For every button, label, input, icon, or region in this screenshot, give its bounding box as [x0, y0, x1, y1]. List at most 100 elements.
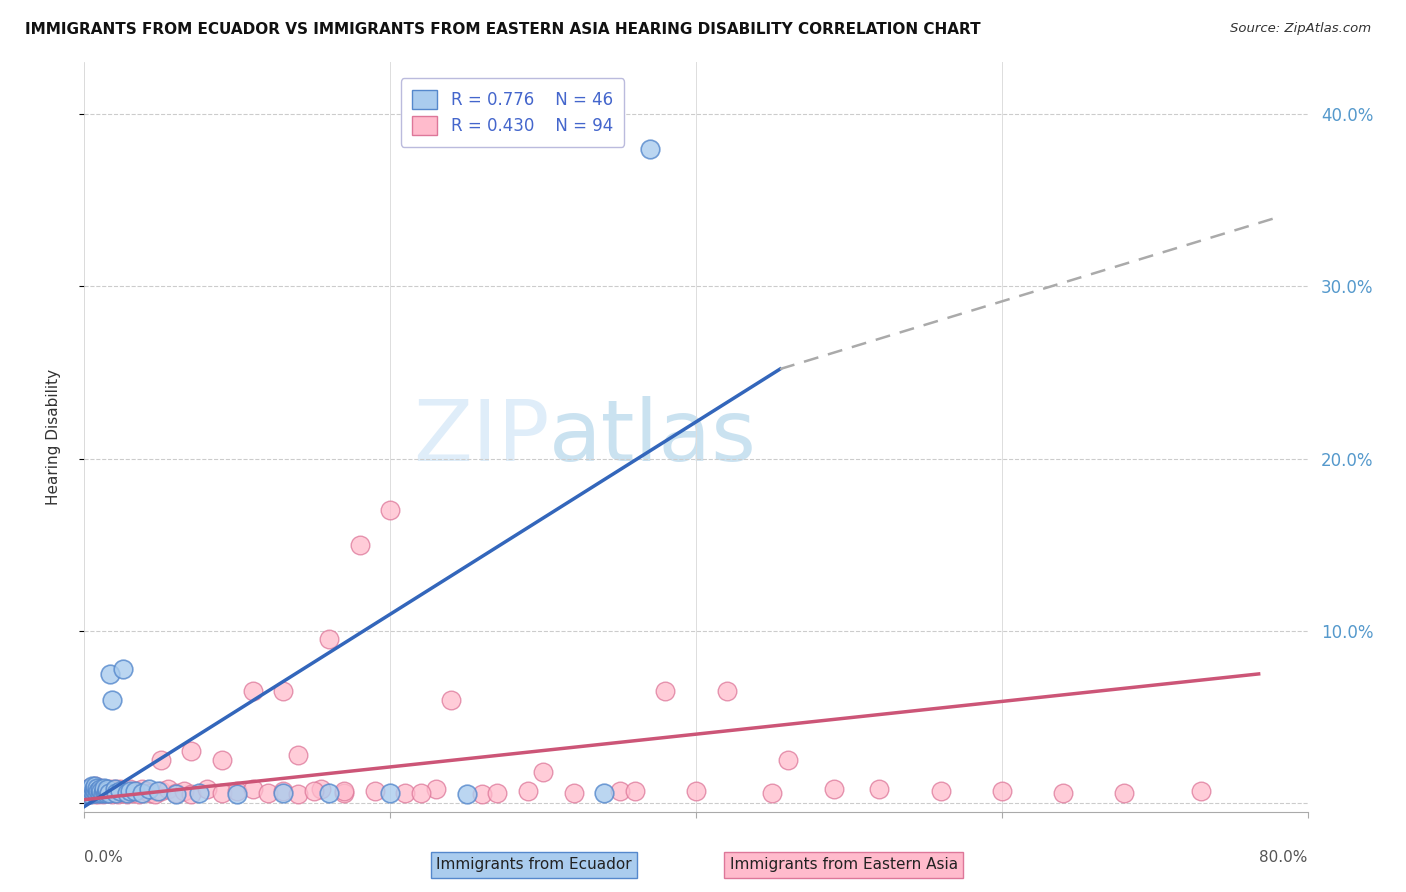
Point	[409, 786, 432, 800]
Point	[165, 788, 187, 802]
Point	[97, 786, 120, 800]
Point	[128, 788, 150, 802]
Point	[79, 788, 101, 802]
Point	[333, 786, 356, 800]
Point	[226, 788, 249, 802]
Point	[98, 782, 121, 797]
Point	[364, 784, 387, 798]
Point	[115, 786, 138, 800]
Point	[149, 753, 172, 767]
Point	[124, 784, 146, 798]
Point	[84, 779, 107, 793]
Point	[90, 784, 112, 798]
Point	[77, 782, 100, 797]
Point	[86, 786, 108, 800]
Point	[180, 744, 202, 758]
Point	[83, 786, 105, 800]
Point	[94, 786, 117, 800]
Point	[84, 784, 107, 798]
Point	[93, 782, 115, 797]
Point	[135, 784, 157, 798]
Point	[1114, 786, 1136, 800]
Point	[1052, 786, 1074, 800]
Point	[108, 784, 131, 798]
Point	[107, 788, 129, 802]
Point	[188, 786, 211, 800]
Point	[257, 786, 280, 800]
Y-axis label: Hearing Disability: Hearing Disability	[46, 369, 60, 505]
Text: 80.0%: 80.0%	[1260, 849, 1308, 864]
Point	[93, 780, 115, 795]
Point	[86, 780, 108, 795]
Point	[80, 779, 103, 793]
Point	[80, 784, 103, 798]
Point	[131, 782, 153, 797]
Point	[456, 788, 478, 802]
Point	[287, 747, 309, 762]
Point	[76, 782, 98, 797]
Point	[122, 786, 145, 800]
Point	[138, 782, 160, 797]
Point	[91, 786, 114, 800]
Point	[98, 667, 121, 681]
Point	[869, 782, 891, 797]
Point	[638, 142, 661, 156]
Text: Immigrants from Eastern Asia: Immigrants from Eastern Asia	[730, 857, 957, 872]
Point	[318, 786, 340, 800]
Point	[75, 786, 97, 800]
Point	[624, 784, 647, 798]
Point	[77, 780, 100, 795]
Point	[173, 784, 195, 798]
Point	[593, 786, 616, 800]
Point	[79, 788, 101, 802]
Point	[96, 784, 118, 798]
Point	[103, 784, 125, 798]
Point	[471, 788, 494, 802]
Text: 0.0%: 0.0%	[84, 849, 124, 864]
Point	[80, 784, 103, 798]
Point	[380, 503, 402, 517]
Point	[685, 784, 707, 798]
Point	[89, 786, 111, 800]
Point	[211, 753, 233, 767]
Point	[111, 786, 134, 800]
Point	[93, 784, 115, 798]
Point	[77, 786, 100, 800]
Point	[79, 782, 101, 797]
Point	[83, 782, 105, 797]
Point	[143, 788, 166, 802]
Point	[120, 784, 142, 798]
Point	[287, 788, 309, 802]
Point	[157, 782, 180, 797]
Point	[1189, 784, 1212, 798]
Point	[96, 784, 118, 798]
Point	[991, 784, 1014, 798]
Point	[531, 765, 554, 780]
Point	[242, 782, 264, 797]
Point	[115, 788, 138, 802]
Point	[84, 784, 107, 798]
Point	[776, 753, 799, 767]
Legend: R = 0.776    N = 46, R = 0.430    N = 94: R = 0.776 N = 46, R = 0.430 N = 94	[401, 78, 624, 147]
Point	[104, 782, 127, 797]
Point	[105, 786, 128, 800]
Point	[349, 538, 371, 552]
Point	[89, 780, 111, 795]
Text: atlas: atlas	[550, 395, 758, 479]
Point	[76, 784, 98, 798]
Point	[90, 786, 112, 800]
Point	[242, 684, 264, 698]
Point	[77, 786, 100, 800]
Point	[91, 784, 114, 798]
Point	[761, 786, 783, 800]
Point	[226, 784, 249, 798]
Point	[195, 782, 218, 797]
Point	[75, 788, 97, 802]
Point	[87, 784, 110, 798]
Point	[654, 684, 676, 698]
Point	[311, 782, 333, 797]
Point	[111, 662, 134, 676]
Point	[271, 684, 294, 698]
Point	[86, 780, 108, 795]
Text: Immigrants from Ecuador: Immigrants from Ecuador	[436, 857, 633, 872]
